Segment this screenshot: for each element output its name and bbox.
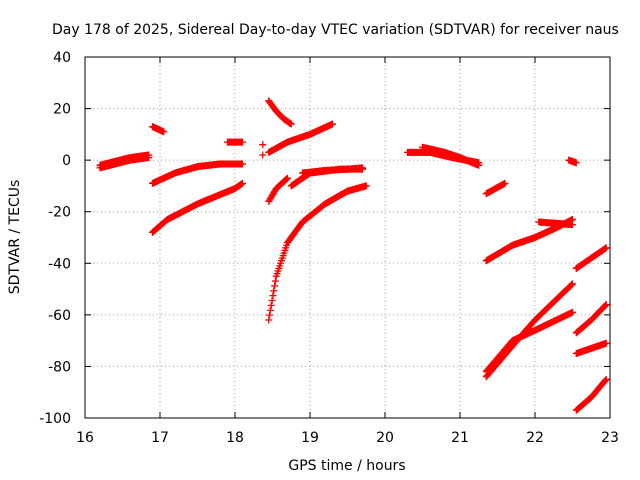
series-l — [299, 164, 366, 177]
x-tick-label: 17 — [151, 430, 169, 446]
data-point — [268, 297, 276, 305]
data-point — [270, 287, 278, 295]
series-j — [265, 182, 370, 324]
data-point — [267, 301, 275, 309]
y-tick-label: -100 — [39, 411, 71, 427]
series-i — [265, 174, 291, 205]
data-point — [259, 151, 267, 159]
ticks: 16 17 18 19 20 21 22 23 40 20 0 -20 -40 -60 -80 -100 — [39, 50, 619, 446]
series-o — [482, 179, 509, 198]
data-point — [569, 308, 576, 316]
data-point — [475, 161, 483, 169]
data-point — [287, 120, 295, 128]
y-tick-label: 40 — [53, 50, 71, 66]
series-w — [572, 339, 610, 358]
x-tick-label: 23 — [601, 430, 619, 446]
data-point — [265, 316, 273, 324]
data-point — [239, 160, 246, 168]
series-t — [482, 308, 576, 376]
data-point — [160, 128, 168, 136]
data-point — [266, 306, 274, 314]
data-point — [568, 281, 576, 289]
data-point — [569, 221, 576, 229]
x-tick-label: 21 — [451, 430, 469, 446]
y-tick-label: 20 — [53, 102, 71, 118]
y-tick-label: -20 — [48, 205, 71, 221]
data-point — [362, 182, 370, 190]
data-point — [602, 301, 610, 309]
series-n — [419, 143, 483, 169]
y-tick-label: -40 — [48, 256, 71, 272]
data-point — [283, 175, 291, 183]
x-tick-label: 19 — [301, 430, 319, 446]
data-point — [601, 301, 609, 309]
data-point — [239, 179, 246, 187]
series-c — [149, 179, 246, 236]
series-a2 — [96, 151, 153, 169]
y-tick-label: 0 — [62, 153, 71, 169]
series-v — [572, 301, 610, 337]
data-point — [271, 282, 279, 290]
data-point — [271, 277, 279, 285]
plot-frame — [84, 56, 611, 419]
x-tick-label: 20 — [376, 430, 394, 446]
chart-title: Day 178 of 2025, Sidereal Day-to-day VTE… — [52, 22, 619, 38]
x-axis-title: GPS time / hours — [288, 458, 405, 474]
x-tick-label: 22 — [526, 430, 544, 446]
series-d — [149, 123, 168, 136]
series-u — [572, 244, 610, 272]
x-tick-label: 18 — [226, 430, 244, 446]
data-point — [284, 174, 291, 182]
series-x — [572, 375, 610, 414]
data-point — [602, 375, 610, 383]
data-point — [329, 120, 336, 128]
data-point — [501, 179, 509, 187]
data-point — [602, 244, 610, 252]
data-point — [601, 376, 609, 384]
y-tick-label: -80 — [48, 359, 71, 375]
series-q — [535, 218, 576, 229]
data-point — [269, 292, 277, 300]
data-point — [359, 164, 366, 172]
data-point — [239, 138, 246, 146]
series-e — [224, 138, 246, 146]
series-g — [265, 97, 295, 128]
data-points — [96, 97, 610, 414]
y-axis-title: SDTVAR / TECUs — [7, 180, 23, 295]
data-point — [145, 151, 153, 159]
series-p — [482, 215, 576, 265]
series-r — [565, 156, 580, 167]
series-h — [265, 120, 336, 156]
data-point — [266, 311, 274, 319]
series-f — [259, 141, 267, 159]
data-point — [572, 159, 580, 167]
x-tick-label: 16 — [76, 430, 94, 446]
y-tick-label: -60 — [48, 308, 71, 324]
data-point — [602, 339, 610, 347]
data-point — [569, 280, 576, 288]
series-b — [149, 160, 246, 187]
data-point — [259, 141, 267, 149]
